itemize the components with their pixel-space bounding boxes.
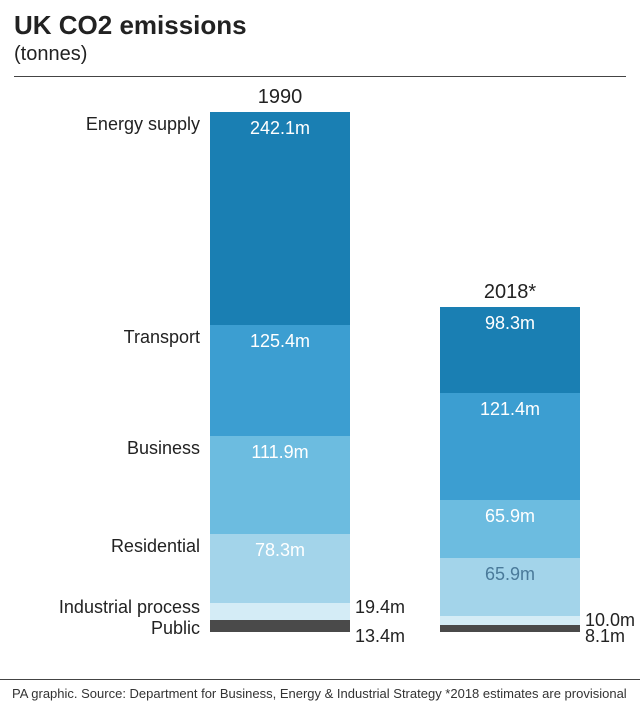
segment-value: 125.4m bbox=[210, 331, 350, 352]
bar-segment bbox=[210, 603, 350, 620]
bar-segment: 121.4m bbox=[440, 393, 580, 500]
segment-value: 98.3m bbox=[440, 313, 580, 334]
segment-value-outside: 8.1m bbox=[585, 626, 625, 647]
bar-year-label: 1990 bbox=[210, 86, 350, 109]
category-label: Energy supply bbox=[0, 114, 200, 135]
segment-value: 65.9m bbox=[440, 564, 580, 585]
bar-segment bbox=[440, 616, 580, 625]
chart-area: 1990 242.1m 125.4m 111.9m 78.3m 19.4m 13.4m 201… bbox=[0, 77, 640, 657]
segment-value: 111.9m bbox=[210, 442, 350, 463]
segment-value: 65.9m bbox=[440, 506, 580, 527]
bar-segment bbox=[210, 620, 350, 632]
segment-value: 242.1m bbox=[210, 118, 350, 139]
chart-subtitle: (tonnes) bbox=[14, 43, 626, 66]
bar-segment: 98.3m bbox=[440, 307, 580, 394]
stacked-bar: 242.1m 125.4m 111.9m 78.3m bbox=[210, 112, 350, 632]
segment-value: 78.3m bbox=[210, 540, 350, 561]
bar-segment: 65.9m bbox=[440, 500, 580, 558]
stacked-bar: 98.3m 121.4m 65.9m 65.9m bbox=[440, 307, 580, 632]
segment-value-outside: 13.4m bbox=[355, 626, 405, 647]
segment-value-outside: 19.4m bbox=[355, 597, 405, 618]
bar-segment: 242.1m bbox=[210, 112, 350, 325]
category-label: Transport bbox=[0, 327, 200, 348]
bar-year-label: 2018* bbox=[440, 281, 580, 304]
chart-title: UK CO2 emissions bbox=[14, 10, 626, 41]
category-label: Business bbox=[0, 438, 200, 459]
category-label: Residential bbox=[0, 536, 200, 557]
bar-segment bbox=[440, 625, 580, 632]
segment-value: 121.4m bbox=[440, 399, 580, 420]
bar-segment: 65.9m bbox=[440, 558, 580, 616]
bar-segment: 78.3m bbox=[210, 534, 350, 603]
bar-segment: 111.9m bbox=[210, 436, 350, 534]
bar-segment: 125.4m bbox=[210, 325, 350, 435]
category-label: Industrial process bbox=[0, 597, 200, 618]
chart-header: UK CO2 emissions (tonnes) bbox=[0, 0, 640, 72]
chart-footer: PA graphic. Source: Department for Busin… bbox=[0, 679, 640, 707]
category-label: Public bbox=[0, 618, 200, 639]
